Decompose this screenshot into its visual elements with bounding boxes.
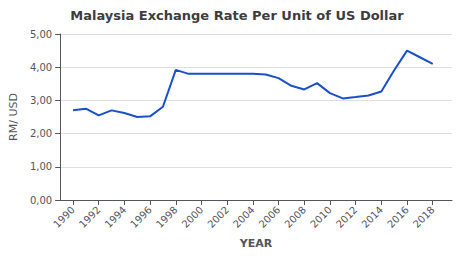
svg-text:1994: 1994	[103, 204, 129, 230]
svg-text:2004: 2004	[231, 204, 257, 230]
svg-text:2000: 2000	[180, 204, 206, 230]
svg-text:Malaysia Exchange Rate Per Uni: Malaysia Exchange Rate Per Unit of US Do…	[70, 8, 404, 23]
svg-text:2014: 2014	[359, 204, 385, 230]
svg-text:3,00: 3,00	[30, 95, 52, 106]
svg-text:4,00: 4,00	[30, 62, 52, 73]
svg-text:YEAR: YEAR	[239, 237, 273, 250]
svg-text:2012: 2012	[334, 204, 360, 230]
svg-text:2008: 2008	[282, 204, 308, 230]
svg-text:2010: 2010	[308, 204, 334, 230]
svg-text:1998: 1998	[154, 204, 180, 230]
svg-text:2002: 2002	[205, 204, 231, 230]
svg-text:1992: 1992	[77, 204, 103, 230]
svg-text:1996: 1996	[128, 204, 154, 230]
svg-text:RM/ USD: RM/ USD	[7, 93, 20, 141]
svg-text:0,00: 0,00	[30, 195, 52, 206]
svg-text:2006: 2006	[257, 204, 283, 230]
svg-text:2,00: 2,00	[30, 128, 52, 139]
svg-text:5,00: 5,00	[30, 29, 52, 40]
svg-text:1990: 1990	[51, 204, 77, 230]
svg-text:1,00: 1,00	[30, 161, 52, 172]
svg-text:2016: 2016	[385, 204, 411, 230]
svg-text:2018: 2018	[411, 204, 437, 230]
